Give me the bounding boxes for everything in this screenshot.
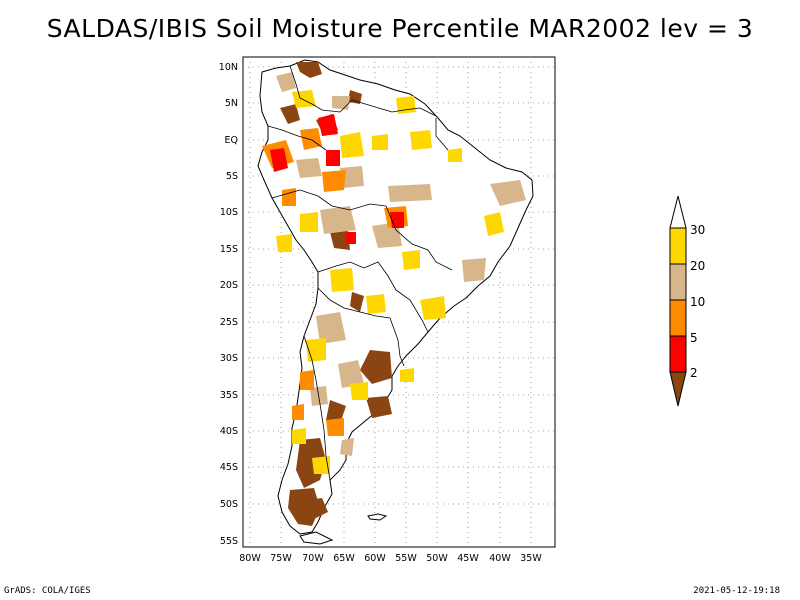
colorbar-label: 30 <box>690 223 705 237</box>
lat-label: 15S <box>220 244 238 255</box>
colorbar-segment-2-5 <box>669 335 687 373</box>
gold-20-30-regions <box>276 90 504 474</box>
colorbar-bottom-arrow <box>669 371 687 407</box>
tierra-del-fuego <box>299 531 334 545</box>
lon-label: 70W <box>302 553 324 564</box>
footer-credit: GrADS: COLA/IGES <box>4 586 91 596</box>
colorbar-segment-20-30 <box>669 227 687 265</box>
colorbar-label: 20 <box>690 259 705 273</box>
falkland-islands <box>367 513 388 521</box>
latitude-labels: 10N 5N EQ 5S 10S 15S 20S 25S 30S 35S 40S… <box>219 62 238 547</box>
colorbar-label: 2 <box>690 366 698 380</box>
lat-label: 45S <box>220 462 238 473</box>
colorbar-label: 10 <box>690 295 705 309</box>
lon-label: 45W <box>457 553 479 564</box>
colorbar-label: 5 <box>690 331 698 345</box>
chart-title: SALDAS/IBIS Soil Moisture Percentile MAR… <box>46 14 754 43</box>
colorbar-segment-10-20 <box>669 263 687 301</box>
lat-label: 55S <box>220 536 238 547</box>
lon-label: 50W <box>426 553 448 564</box>
footer-timestamp: 2021-05-12-19:18 <box>693 586 780 596</box>
lon-label: 60W <box>364 553 386 564</box>
tan-10-20-regions <box>276 72 526 456</box>
lat-label: 40S <box>220 426 238 437</box>
colorbar-segment-5-10 <box>669 299 687 337</box>
lon-label: 35W <box>520 553 542 564</box>
red-2-5-regions <box>270 114 404 244</box>
colorbar-labels: 30 20 10 5 2 <box>690 223 705 380</box>
longitude-labels: 80W 75W 70W 65W 60W 55W 50W 45W 40W 35W <box>239 553 542 564</box>
colorbar <box>669 195 687 407</box>
lat-label: 35S <box>220 390 238 401</box>
lat-label: 25S <box>220 317 238 328</box>
lon-label: 40W <box>489 553 511 564</box>
lat-label: 10N <box>219 62 238 73</box>
lat-label: 5N <box>225 98 238 109</box>
lat-label: 50S <box>220 499 238 510</box>
colorbar-top-arrow <box>669 195 687 229</box>
lon-label: 80W <box>239 553 261 564</box>
lat-label: 20S <box>220 280 238 291</box>
country-borders <box>267 65 453 481</box>
lat-label: 5S <box>226 171 238 182</box>
lat-label: 30S <box>220 353 238 364</box>
lon-label: 65W <box>333 553 355 564</box>
lon-label: 75W <box>270 553 292 564</box>
lon-label: 55W <box>395 553 417 564</box>
lat-label: EQ <box>225 135 238 146</box>
lat-label: 10S <box>220 207 238 218</box>
